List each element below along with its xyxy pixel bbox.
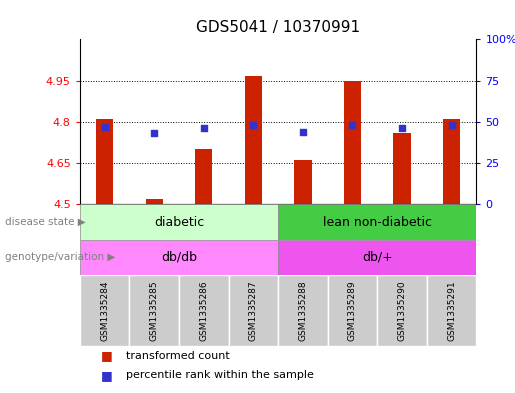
Text: GSM1335291: GSM1335291 — [447, 280, 456, 341]
Bar — [294, 160, 312, 204]
Bar — [393, 133, 410, 204]
Text: GSM1335284: GSM1335284 — [100, 280, 109, 341]
Point — [348, 122, 356, 128]
FancyBboxPatch shape — [328, 275, 377, 346]
Bar — [195, 149, 212, 204]
Point — [200, 125, 208, 132]
Point — [398, 125, 406, 132]
Point — [100, 124, 109, 130]
Bar — [146, 199, 163, 204]
Text: db/db: db/db — [161, 251, 197, 264]
FancyBboxPatch shape — [129, 275, 179, 346]
Point — [299, 129, 307, 135]
Text: disease state ▶: disease state ▶ — [5, 217, 86, 227]
FancyBboxPatch shape — [80, 240, 278, 275]
FancyBboxPatch shape — [278, 275, 328, 346]
Text: percentile rank within the sample: percentile rank within the sample — [126, 370, 314, 380]
Text: GSM1335286: GSM1335286 — [199, 280, 208, 341]
FancyBboxPatch shape — [229, 275, 278, 346]
Point — [249, 122, 258, 128]
Text: ■: ■ — [100, 349, 112, 362]
Text: GSM1335287: GSM1335287 — [249, 280, 258, 341]
Title: GDS5041 / 10370991: GDS5041 / 10370991 — [196, 20, 360, 35]
FancyBboxPatch shape — [278, 240, 476, 275]
Text: transformed count: transformed count — [126, 351, 230, 361]
Text: GSM1335285: GSM1335285 — [150, 280, 159, 341]
Text: ■: ■ — [100, 369, 112, 382]
FancyBboxPatch shape — [80, 204, 278, 240]
Text: genotype/variation ▶: genotype/variation ▶ — [5, 252, 115, 263]
FancyBboxPatch shape — [278, 204, 476, 240]
Bar — [443, 119, 460, 204]
Bar — [245, 77, 262, 204]
FancyBboxPatch shape — [179, 275, 229, 346]
Text: GSM1335289: GSM1335289 — [348, 280, 357, 341]
Bar — [96, 119, 113, 204]
Point — [150, 130, 158, 136]
Bar — [344, 81, 361, 204]
Text: db/+: db/+ — [362, 251, 392, 264]
FancyBboxPatch shape — [377, 275, 427, 346]
Text: diabetic: diabetic — [154, 215, 204, 229]
FancyBboxPatch shape — [427, 275, 476, 346]
Point — [448, 122, 456, 128]
Text: GSM1335288: GSM1335288 — [298, 280, 307, 341]
Text: GSM1335290: GSM1335290 — [398, 280, 406, 341]
FancyBboxPatch shape — [80, 275, 129, 346]
Text: lean non-diabetic: lean non-diabetic — [323, 215, 432, 229]
